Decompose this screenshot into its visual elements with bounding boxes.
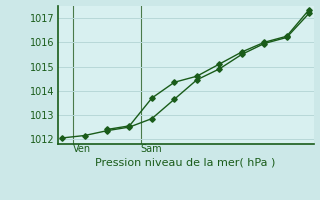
Text: Ven: Ven: [73, 144, 92, 154]
X-axis label: Pression niveau de la mer( hPa ): Pression niveau de la mer( hPa ): [95, 158, 276, 168]
Text: Sam: Sam: [141, 144, 162, 154]
